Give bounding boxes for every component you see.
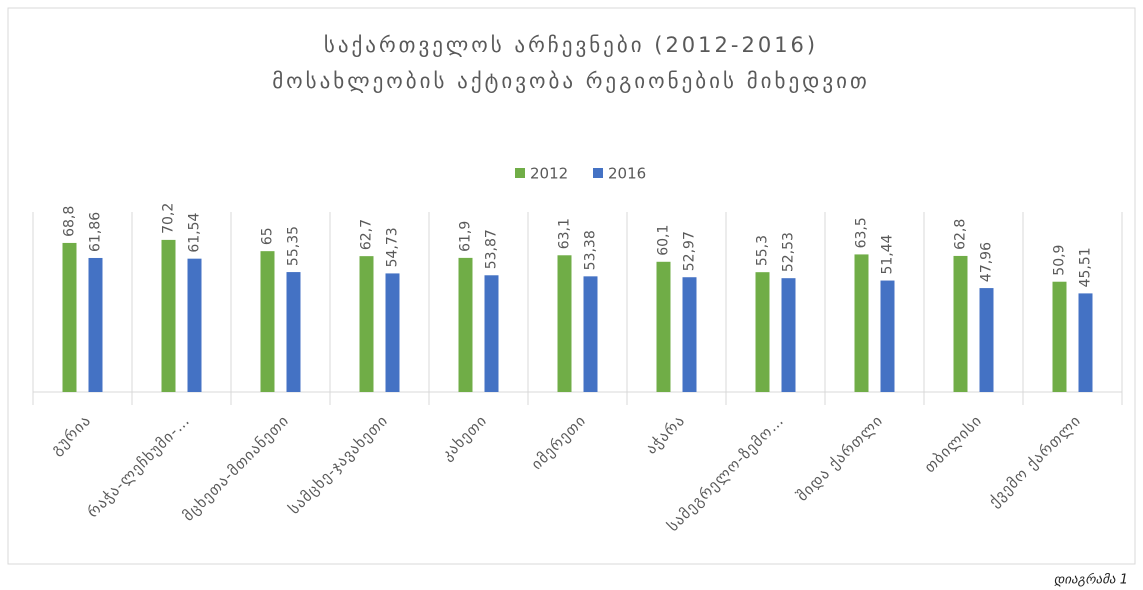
bar [1052,281,1067,392]
bar [1078,293,1093,392]
chart-title: საქართველოს არჩევნები (2012-2016) [324,33,818,57]
data-label: 52,53 [781,232,797,272]
bar [458,257,473,392]
data-label: 65 [260,227,276,245]
data-label: 53,87 [484,229,500,269]
bar [161,239,176,392]
data-label: 61,86 [88,212,104,252]
legend-label: 2016 [608,165,646,183]
data-label: 55,3 [755,235,771,266]
bar [88,257,103,392]
bar [755,272,770,392]
bar [781,278,796,392]
data-label: 61,9 [458,221,474,252]
data-label: 70,2 [161,203,177,234]
legend-label: 2012 [530,165,568,183]
bar [682,277,697,392]
chart-subtitle: მოსახლეობის აქტივობა რეგიონების მიხედვით [272,69,870,93]
bar [359,256,374,392]
data-label: 63,5 [854,217,870,248]
bar [656,261,671,392]
legend-swatch [593,168,603,178]
bar [953,255,968,392]
caption: დიაგრამა 1 [1054,573,1128,588]
data-label: 54,73 [385,227,401,267]
data-label: 52,97 [682,231,698,271]
legend-swatch [515,168,525,178]
bar [557,255,572,392]
data-label: 63,1 [557,218,573,249]
data-label: 47,96 [979,242,995,282]
data-label: 55,35 [286,226,302,266]
data-label: 60,1 [656,225,672,256]
bar [880,280,895,392]
data-label: 53,38 [583,230,599,270]
data-label: 50,9 [1052,245,1068,276]
data-label: 61,54 [187,212,203,252]
bar [62,242,77,392]
data-label: 51,44 [880,234,896,274]
bar [979,288,994,392]
bar [385,273,400,392]
bar [260,251,275,392]
data-label: 62,7 [359,219,375,250]
bar [583,276,598,392]
data-label: 62,8 [953,219,969,250]
data-label: 45,51 [1078,247,1094,287]
bar [187,258,202,392]
bar [484,275,499,392]
data-label: 68,8 [62,206,78,237]
bar [854,254,869,392]
bar [286,272,301,392]
